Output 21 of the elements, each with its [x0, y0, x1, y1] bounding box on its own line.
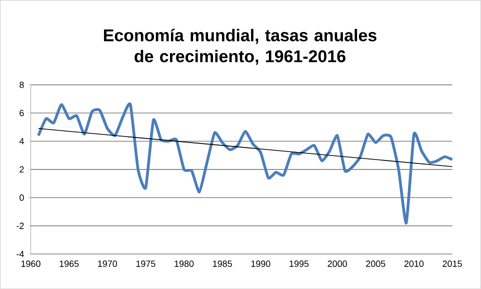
x-tick-label: 1965 — [60, 260, 79, 268]
line-series — [37, 103, 454, 225]
x-tick-label: 1975 — [136, 260, 156, 268]
x-tick-label: 1985 — [213, 260, 232, 268]
x-tick-label: 1990 — [251, 260, 270, 268]
x-tick-label: 1995 — [290, 260, 309, 268]
y-tick-label: 4 — [19, 138, 24, 144]
y-tick-label: -4 — [16, 251, 24, 258]
x-tick-label: 1980 — [174, 260, 194, 268]
x-tick-label: 1960 — [21, 260, 40, 268]
x-tick-label: 2000 — [328, 260, 347, 268]
x-tick-label: 2005 — [366, 260, 386, 268]
y-tick-label: 6 — [20, 110, 24, 116]
y-tick-label: -2 — [16, 222, 24, 230]
chart-title: Economía mundial, tasas anuales de crecimiento, 1961-2016 — [104, 28, 376, 65]
y-tick-label: 0 — [20, 194, 24, 201]
x-tick-label: 2010 — [404, 260, 424, 268]
x-tick-label: 1970 — [98, 260, 118, 268]
y-tick-label: 8 — [20, 82, 24, 88]
x-tick-label: 2015 — [442, 260, 462, 268]
y-tick-label: 2 — [20, 166, 24, 173]
